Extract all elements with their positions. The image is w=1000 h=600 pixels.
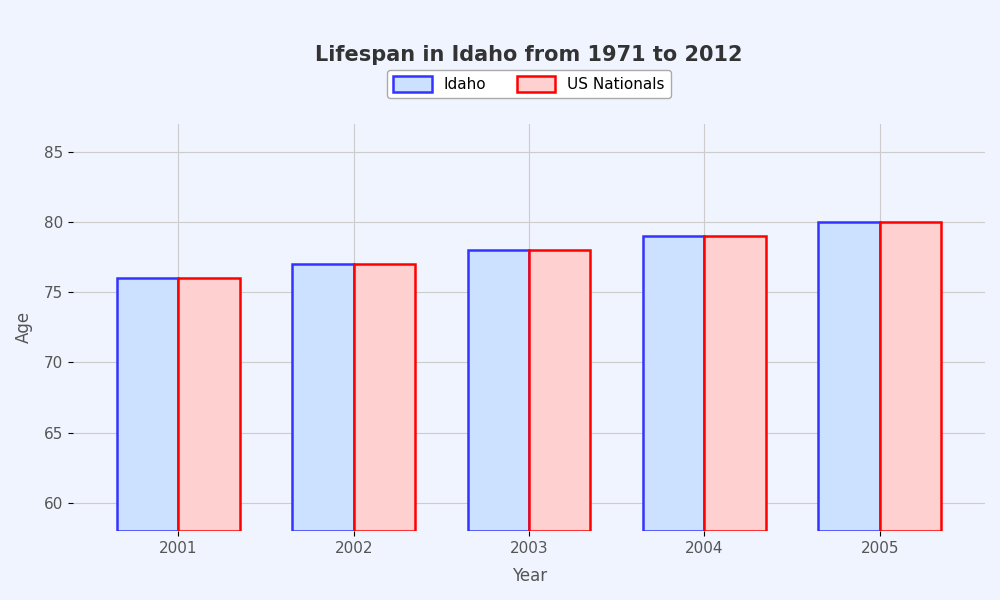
X-axis label: Year: Year (512, 567, 547, 585)
Bar (818, 222, 880, 531)
Bar (643, 236, 704, 531)
Title: Lifespan in Idaho from 1971 to 2012: Lifespan in Idaho from 1971 to 2012 (315, 45, 743, 65)
Bar (178, 278, 240, 531)
Bar (704, 236, 766, 531)
Y-axis label: Age: Age (15, 311, 33, 343)
Legend: Idaho, US Nationals: Idaho, US Nationals (387, 70, 671, 98)
Bar (354, 264, 415, 531)
Bar (292, 264, 354, 531)
Bar (468, 250, 529, 531)
Bar (117, 278, 178, 531)
Bar (529, 250, 590, 531)
Bar (880, 222, 941, 531)
